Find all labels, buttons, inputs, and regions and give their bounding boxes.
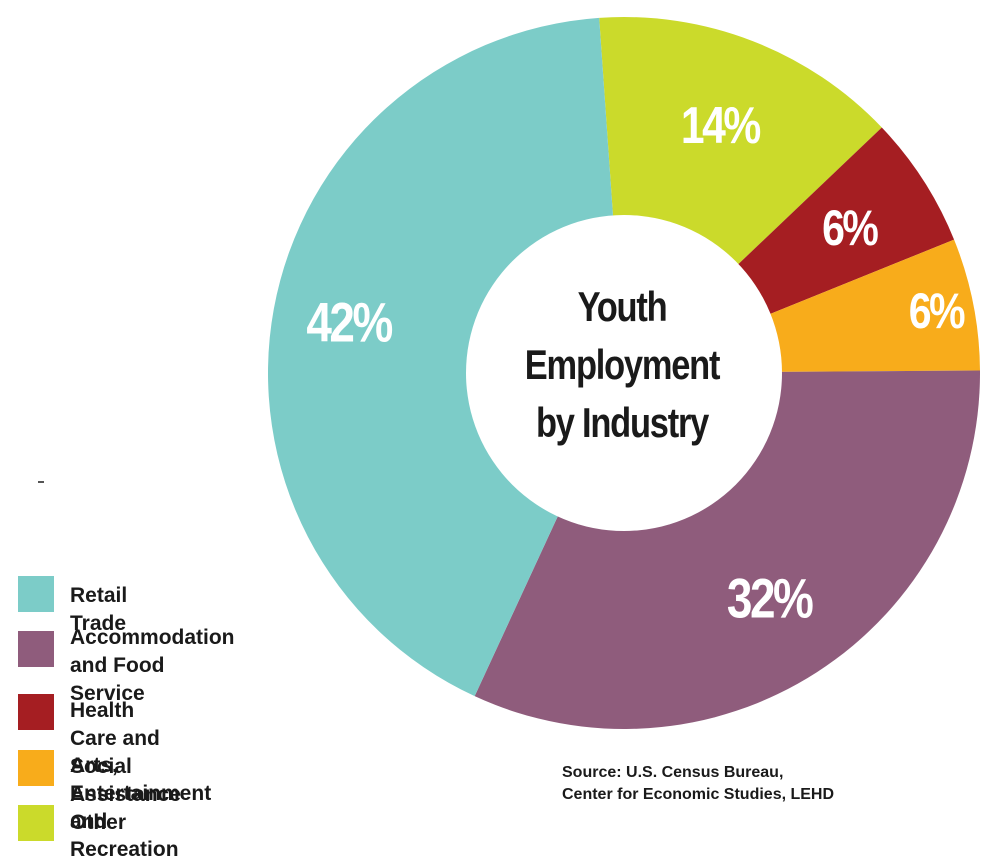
center-title-line-2: Employment [524,341,721,388]
chart-center-title: Youth Employment by Industry [499,278,745,452]
legend-label: Other [70,811,127,834]
legend-item-retail-trade: Retail Trade [18,576,127,638]
legend-swatch [18,576,54,612]
legend-item-accommodation-food: Accommodation and Food Service [18,626,235,708]
slice-label: 6% [909,283,965,339]
center-title-line-3: by Industry [535,399,709,446]
source-note: Source: U.S. Census Bureau, Center for E… [562,764,835,803]
slice-label: 6% [822,200,878,256]
legend-label: Accommodation and Food Service [70,626,235,705]
stray-mark [38,481,44,483]
donut-hole [466,215,782,531]
legend-label: Retail Trade [70,584,128,635]
legend-swatch [18,805,54,841]
legend-swatch [18,750,54,786]
slice-retail-trade [267,17,624,697]
slice-label: 42% [306,291,392,353]
legend-item-health-care: Health Care and Social Assistance [18,694,181,809]
slice-label: 14% [681,97,761,155]
legend-label: Health Care and Social Assistance [70,699,181,806]
slice-labels: 14% 6% 6% 32% 42% [306,97,967,629]
legend-swatch [18,631,54,667]
slice-label: 32% [727,567,813,629]
legend-item-other: Other [18,805,126,841]
center-title-line-1: Youth [577,283,668,330]
legend-swatch [18,694,54,730]
